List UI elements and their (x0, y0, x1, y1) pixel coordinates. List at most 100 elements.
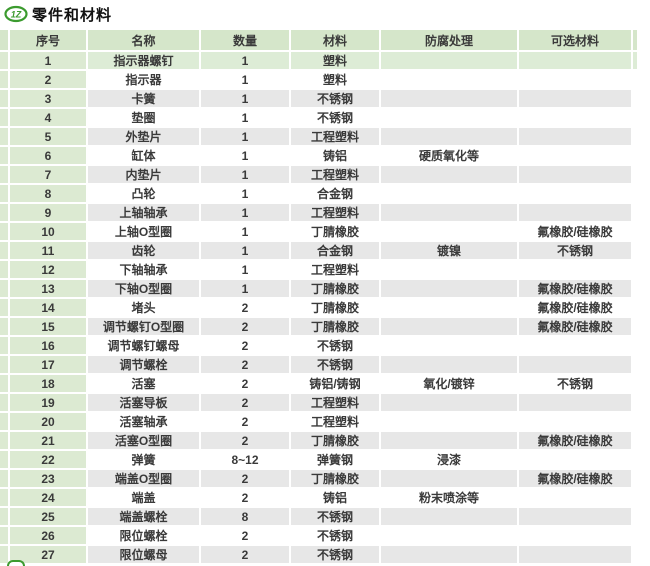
left-edge-strip-cell (0, 242, 8, 259)
cell-material: 工程塑料 (291, 128, 379, 145)
page-title: 零件和材料 (32, 6, 113, 24)
right-edge-strip-cell (633, 261, 637, 278)
cell-quantity: 1 (201, 90, 289, 107)
cell-optional-material (519, 204, 631, 221)
cell-material: 铸铝 (291, 147, 379, 164)
right-edge-strip-cell (633, 432, 637, 449)
table-row: 5 外垫片 1 工程塑料 (0, 128, 637, 145)
table-row: 23 端盖O型圈 2 丁腈橡胶 氟橡胶/硅橡胶 (0, 470, 637, 487)
cell-quantity: 1 (201, 242, 289, 259)
cell-index: 25 (10, 508, 86, 525)
cell-index: 11 (10, 242, 86, 259)
table-header-row: 序号 名称 数量 材料 防腐处理 可选材料 (0, 30, 637, 50)
table-row: 7 内垫片 1 工程塑料 (0, 166, 637, 183)
right-edge-strip-cell (633, 71, 637, 88)
left-edge-strip-cell (0, 71, 8, 88)
cell-material: 工程塑料 (291, 204, 379, 221)
cell-index: 22 (10, 451, 86, 468)
cell-optional-material: 氟橡胶/硅橡胶 (519, 432, 631, 449)
right-edge-strip-cell (633, 52, 637, 69)
cell-optional-material (519, 546, 631, 563)
left-edge-strip-cell (0, 318, 8, 335)
table-row: 2 指示器 1 塑料 (0, 71, 637, 88)
left-edge-strip-cell (0, 280, 8, 297)
table-row: 21 活塞O型圈 2 丁腈橡胶 氟橡胶/硅橡胶 (0, 432, 637, 449)
cell-name: 弹簧 (88, 451, 199, 468)
column-header-name: 名称 (88, 30, 199, 50)
cell-anticorrosion (381, 185, 517, 202)
cell-quantity: 1 (201, 109, 289, 126)
cell-optional-material: 氟橡胶/硅橡胶 (519, 223, 631, 240)
cell-quantity: 2 (201, 394, 289, 411)
cell-quantity: 2 (201, 337, 289, 354)
cell-index: 20 (10, 413, 86, 430)
cell-name: 端盖O型圈 (88, 470, 199, 487)
cell-name: 下轴O型圈 (88, 280, 199, 297)
right-edge-strip-cell (633, 546, 637, 563)
cell-quantity: 1 (201, 128, 289, 145)
cell-material: 合金钢 (291, 185, 379, 202)
cell-anticorrosion (381, 356, 517, 373)
table-row: 4 垫圈 1 不锈钢 (0, 109, 637, 126)
cell-quantity: 2 (201, 489, 289, 506)
table-row: 22 弹簧 8~12 弹簧钢 浸漆 (0, 451, 637, 468)
cell-anticorrosion (381, 166, 517, 183)
right-edge-strip-cell (633, 527, 637, 544)
cell-quantity: 2 (201, 527, 289, 544)
right-edge-strip-cell (633, 375, 637, 392)
cell-material: 合金钢 (291, 242, 379, 259)
cell-material: 铸铝/铸钢 (291, 375, 379, 392)
cell-anticorrosion (381, 337, 517, 354)
right-edge-strip-cell (633, 90, 637, 107)
left-edge-strip-cell (0, 90, 8, 107)
table-row: 1 指示器螺钉 1 塑料 (0, 52, 637, 69)
cell-optional-material (519, 185, 631, 202)
left-edge-strip-cell (0, 261, 8, 278)
cell-optional-material (519, 356, 631, 373)
cell-anticorrosion: 粉末喷涂等 (381, 489, 517, 506)
cell-quantity: 1 (201, 185, 289, 202)
table-row: 6 缸体 1 铸铝 硬质氧化等 (0, 147, 637, 164)
cell-index: 21 (10, 432, 86, 449)
cell-optional-material: 氟橡胶/硅橡胶 (519, 280, 631, 297)
cell-quantity: 2 (201, 413, 289, 430)
cell-index: 19 (10, 394, 86, 411)
cell-name: 限位螺栓 (88, 527, 199, 544)
cell-optional-material (519, 90, 631, 107)
left-edge-strip-cell (0, 223, 8, 240)
cell-optional-material (519, 451, 631, 468)
cell-name: 活塞轴承 (88, 413, 199, 430)
cell-index: 16 (10, 337, 86, 354)
parts-materials-table: 序号 名称 数量 材料 防腐处理 可选材料 1 指示器螺钉 1 塑料 2 指示器… (0, 28, 639, 565)
cell-optional-material (519, 527, 631, 544)
cell-name: 调节螺栓 (88, 356, 199, 373)
left-edge-strip-cell (0, 432, 8, 449)
cell-quantity: 1 (201, 71, 289, 88)
cell-anticorrosion (381, 432, 517, 449)
cell-material: 工程塑料 (291, 394, 379, 411)
table-row: 26 限位螺栓 2 不锈钢 (0, 527, 637, 544)
right-edge-strip-cell (633, 451, 637, 468)
cell-anticorrosion (381, 204, 517, 221)
right-edge-strip-cell (633, 508, 637, 525)
column-header-material: 材料 (291, 30, 379, 50)
cell-anticorrosion (381, 223, 517, 240)
right-edge-strip-cell (633, 318, 637, 335)
left-edge-strip-cell (0, 394, 8, 411)
column-header-quantity: 数量 (201, 30, 289, 50)
left-edge-strip-cell (0, 204, 8, 221)
right-edge-strip-header (633, 30, 637, 50)
table-row: 8 凸轮 1 合金钢 (0, 185, 637, 202)
cell-optional-material (519, 489, 631, 506)
table-row: 19 活塞导板 2 工程塑料 (0, 394, 637, 411)
cell-optional-material (519, 394, 631, 411)
cell-material: 工程塑料 (291, 261, 379, 278)
cell-optional-material (519, 147, 631, 164)
cell-name: 垫圈 (88, 109, 199, 126)
cell-quantity: 2 (201, 318, 289, 335)
column-header-anticorrosion: 防腐处理 (381, 30, 517, 50)
cell-material: 丁腈橡胶 (291, 432, 379, 449)
cell-name: 卡簧 (88, 90, 199, 107)
cell-quantity: 2 (201, 432, 289, 449)
cell-optional-material (519, 508, 631, 525)
